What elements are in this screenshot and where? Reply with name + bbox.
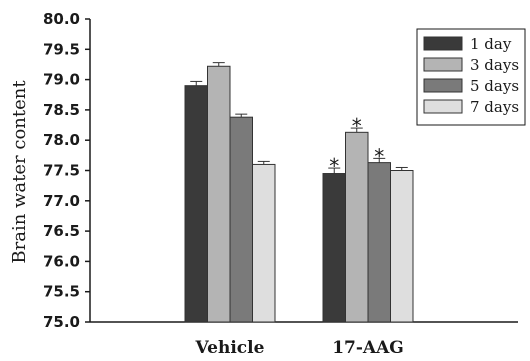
x-category-label: 17-AAG [332,338,404,358]
significance-marker: * [329,154,339,178]
y-tick-label: 79.0 [43,71,80,89]
x-category-label: Vehicle [195,338,265,358]
legend-swatch [423,99,463,114]
plot-area: 75.0 75.5 76.0 76.5 77.0 77.5 78.0 78.5 79.0 79.5… [43,10,518,358]
y-tick-label: 77.5 [43,162,80,180]
bar [252,163,276,323]
y-tick-label: 79.5 [43,40,80,58]
legend-label: 1 day [470,35,512,53]
y-axis-label: Brain water content [9,80,30,264]
legend-label: 5 days [470,77,519,95]
legend-label: 7 days [470,98,519,116]
bar [322,173,346,323]
bar [184,85,208,323]
y-tick-label: 77.0 [43,192,80,210]
significance-marker: * [352,114,362,138]
significance-marker: * [374,144,384,168]
bar [390,170,414,323]
y-tick-label: 75.0 [43,313,80,331]
y-tick-label: 78.5 [43,101,80,119]
y-tick-label: 80.0 [43,10,80,28]
y-tick-label: 78.0 [43,131,80,149]
bar [229,116,253,323]
y-tick-label: 75.5 [43,283,80,301]
bar [207,65,231,323]
bar [367,162,391,323]
legend-swatch [423,78,463,93]
y-tick-label: 76.5 [43,222,80,240]
legend-swatch [423,36,463,51]
legend-label: 3 days [470,56,519,74]
legend-swatch [423,57,463,72]
bar [345,131,369,323]
y-tick-label: 76.0 [43,252,80,270]
legend: 1 day 3 days 5 days 7 days [416,28,526,126]
